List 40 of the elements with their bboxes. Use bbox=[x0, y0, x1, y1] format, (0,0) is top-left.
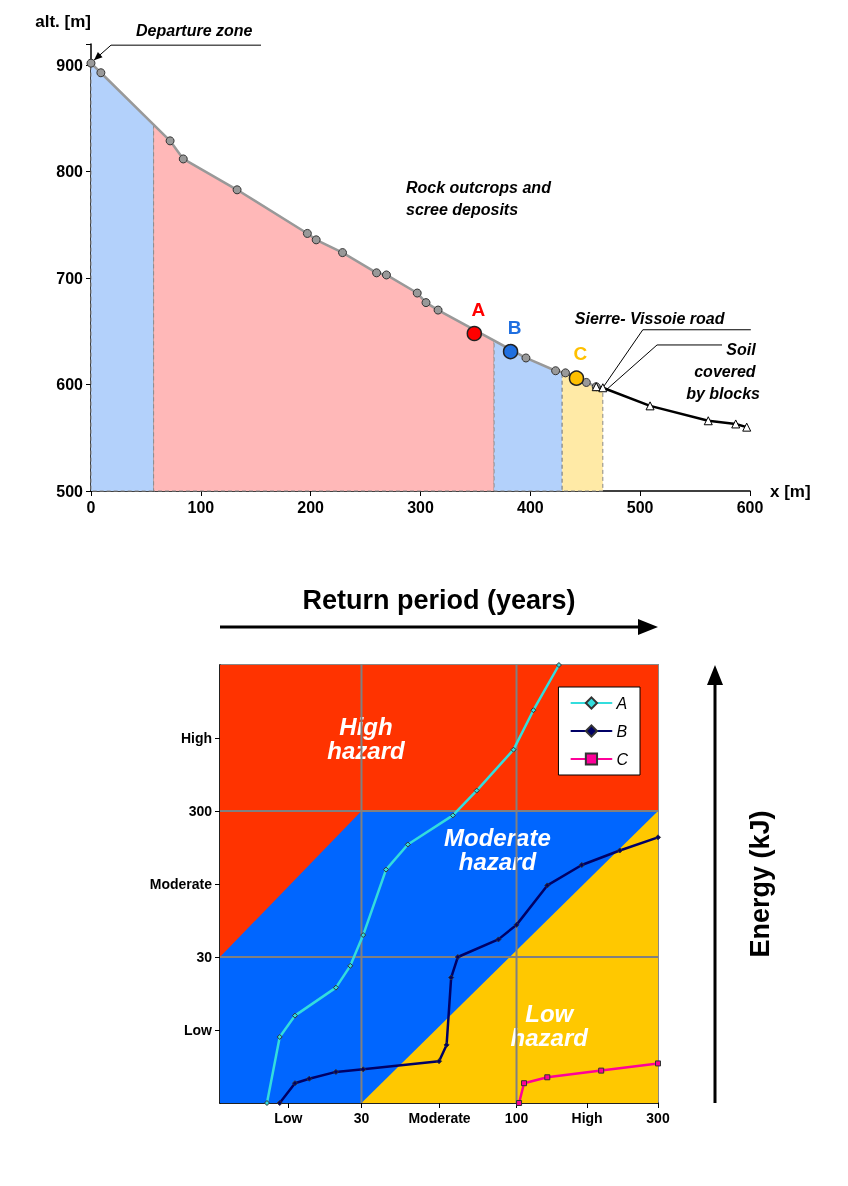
y-tick-label: 600 bbox=[56, 376, 84, 394]
x-tick-label: 200 bbox=[297, 498, 325, 516]
y-tick-label: Low bbox=[184, 1021, 213, 1038]
x-tick-label: 300 bbox=[646, 1110, 670, 1126]
annotation: Soil covered by blocks bbox=[686, 341, 761, 403]
legend-label: B bbox=[616, 722, 628, 740]
x-tick-label: 0 bbox=[86, 498, 96, 516]
x-tick-label: 500 bbox=[626, 498, 654, 516]
annotation: Departure zone bbox=[136, 21, 253, 39]
series-label: Moderate hazard bbox=[444, 824, 551, 876]
annotation: Sierre- Vissoie road bbox=[574, 310, 726, 328]
annotation: Rock outcrops and scree deposits bbox=[406, 178, 556, 218]
x-tick-label: 600 bbox=[736, 498, 764, 516]
y-tick-label: Moderate bbox=[149, 875, 213, 892]
y-tick-label: High bbox=[180, 729, 212, 746]
legend-label: A bbox=[615, 694, 628, 712]
x-tick-label: 400 bbox=[516, 498, 544, 516]
x-tick-label: 30 bbox=[353, 1110, 370, 1126]
x-tick-label: Low bbox=[274, 1110, 303, 1126]
series-label: B bbox=[507, 316, 522, 338]
y-tick-label: 900 bbox=[56, 56, 84, 74]
x-tick-label: Moderate bbox=[408, 1110, 471, 1126]
x-tick-label: 300 bbox=[407, 498, 434, 516]
y-tick-label: 700 bbox=[56, 269, 84, 287]
y-tick-label: 300 bbox=[188, 803, 213, 819]
series-label: C bbox=[573, 343, 588, 365]
series-label: A bbox=[471, 298, 486, 320]
x-tick-label: 100 bbox=[187, 498, 215, 516]
y-tick-label: 800 bbox=[56, 163, 84, 181]
y-tick-label: 30 bbox=[196, 949, 213, 965]
series-label: High hazard bbox=[327, 712, 407, 764]
y-tick-label: 500 bbox=[56, 482, 84, 500]
x-tick-label: 100 bbox=[504, 1110, 529, 1126]
y-axis-title: Energy (kJ) bbox=[745, 810, 775, 958]
series-label: Low hazard bbox=[510, 999, 590, 1051]
x-axis-title: Return period (years) bbox=[302, 585, 576, 615]
x-tick-label: High bbox=[571, 1110, 603, 1126]
y-axis-title: alt. [m] bbox=[35, 12, 91, 31]
x-axis-title: x [m] bbox=[770, 481, 811, 501]
legend-label: C bbox=[616, 750, 629, 768]
